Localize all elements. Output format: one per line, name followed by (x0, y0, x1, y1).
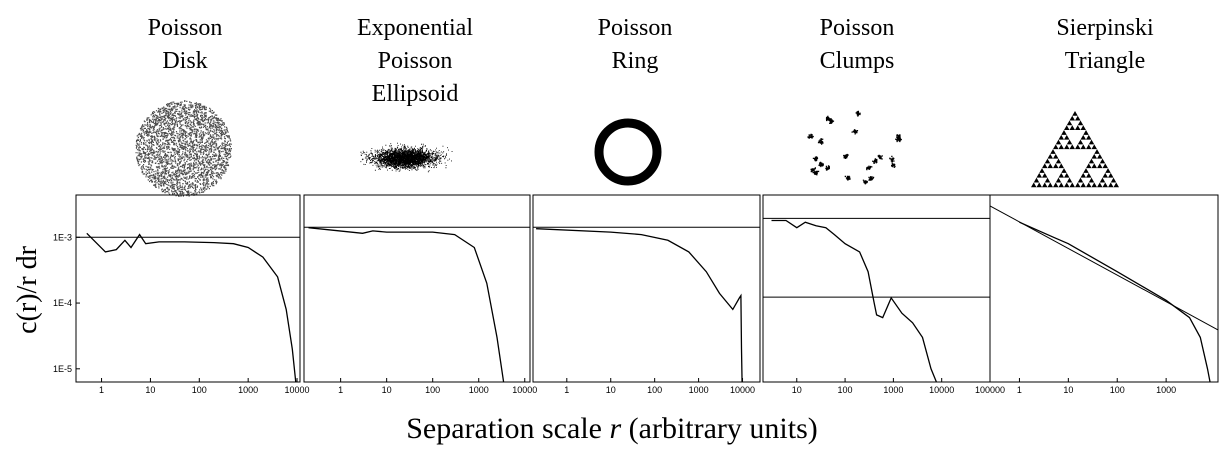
illustrations (135, 100, 1119, 197)
plot-frame (303, 194, 531, 383)
data-line (86, 232, 297, 382)
panel-title: Exponential (357, 15, 473, 41)
x-tick-label: 1000 (238, 385, 258, 395)
panel-title: Clumps (820, 48, 895, 74)
disk-points (135, 100, 232, 197)
x-tick-label: 10 (792, 385, 802, 395)
x-tick-label: 10000 (285, 385, 310, 395)
x-tick-label: 1 (1017, 385, 1022, 395)
clump-points (807, 110, 902, 185)
data-line (771, 219, 938, 382)
panel-title: Poisson (598, 15, 673, 41)
y-tick-label: 1E-3 (53, 232, 72, 242)
x-tick-label: 1 (99, 385, 104, 395)
x-tick-label: 1000 (883, 385, 903, 395)
x-tick-label: 10000 (512, 385, 537, 395)
x-tick-label: 100 (425, 385, 440, 395)
plot-frame (532, 194, 761, 383)
x-label-part: r (609, 412, 621, 445)
x-tick-label: 10 (1063, 385, 1073, 395)
x-tick-label: 1 (338, 385, 343, 395)
y-tick-label: 1E-5 (53, 364, 72, 374)
x-axis-label: Separation scale r (arbitrary units) (406, 412, 818, 445)
x-tick-label: 100 (647, 385, 662, 395)
x-tick-label: 100 (192, 385, 207, 395)
panel-title: Sierpinski (1056, 15, 1154, 41)
x-tick-label: 10 (145, 385, 155, 395)
x-tick-label: 100 (838, 385, 853, 395)
x-tick-label: 1000 (1156, 385, 1176, 395)
data-line (990, 205, 1218, 331)
data-line (536, 228, 743, 382)
x-tick-label: 1000 (689, 385, 709, 395)
data-line (308, 227, 505, 382)
panel-title: Poisson (378, 48, 453, 74)
x-tick-label: 100 (1110, 385, 1125, 395)
y-tick-label: 1E-4 (53, 298, 72, 308)
x-tick-label: 10 (382, 385, 392, 395)
x-label-part: Separation scale (406, 412, 609, 445)
ellipsoid-points (360, 142, 453, 173)
x-tick-label: 10000 (929, 385, 954, 395)
panel-title: Triangle (1065, 48, 1145, 74)
y-axis-label: c(r)/r dr (12, 245, 43, 334)
x-tick-label: 1 (564, 385, 569, 395)
sierpinski (1031, 111, 1119, 188)
x-tick-label: 1000 (469, 385, 489, 395)
x-tick-label: 100000 (975, 385, 1005, 395)
panel-title: Poisson (820, 15, 895, 41)
panel-title: Ellipsoid (372, 81, 459, 107)
x-tick-label: 10000 (730, 385, 755, 395)
ring (594, 118, 662, 186)
panel-title: Disk (162, 48, 207, 74)
panel-title: Ring (612, 48, 659, 74)
x-tick-label: 10 (606, 385, 616, 395)
x-label-part: (arbitrary units) (621, 412, 818, 445)
plot-frame (762, 194, 991, 383)
plot-frame (989, 194, 1219, 383)
data-line (1019, 221, 1211, 382)
plot-frame (75, 194, 301, 383)
panel-title: Poisson (148, 15, 223, 41)
